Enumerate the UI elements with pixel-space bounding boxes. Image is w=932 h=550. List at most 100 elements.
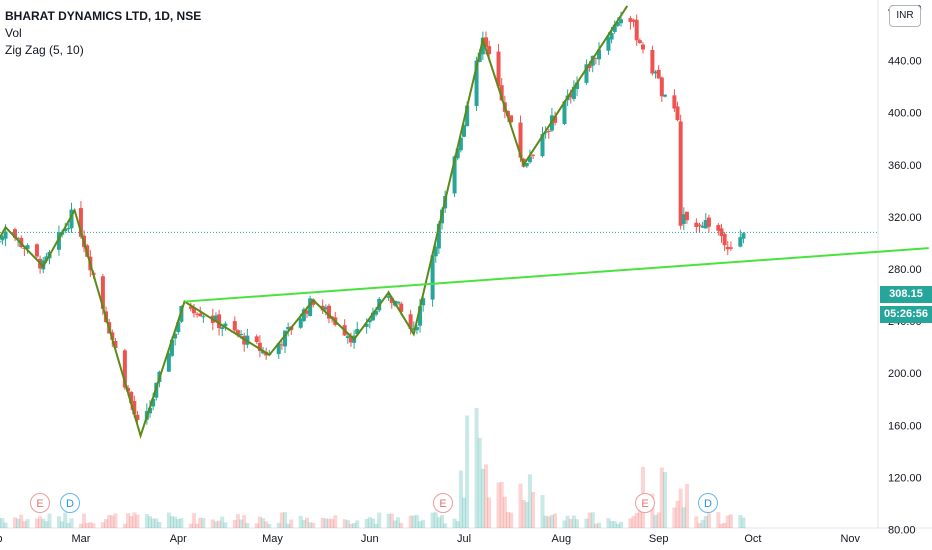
- volume-bar: [590, 512, 595, 528]
- volume-bar: [195, 523, 200, 528]
- volume-bar: [257, 516, 262, 528]
- candle-body: [518, 122, 523, 158]
- volume-bar: [201, 518, 206, 528]
- candle-body: [414, 327, 419, 331]
- volume-bar: [370, 518, 375, 528]
- volume-bar: [725, 515, 730, 528]
- volume-bar: [678, 488, 683, 528]
- candle-body: [612, 24, 617, 32]
- candle-body: [364, 323, 369, 327]
- symbol-title[interactable]: BHARAT DYNAMICS LTD, 1D, NSE: [5, 9, 202, 23]
- volume-bar: [706, 513, 711, 528]
- candle-body: [25, 245, 30, 249]
- volume-bar: [694, 516, 699, 528]
- volume-bar: [509, 512, 514, 528]
- volume-bar: [443, 523, 448, 528]
- currency-button[interactable]: INR: [889, 5, 921, 27]
- volume-bar: [66, 522, 71, 528]
- candle-body: [239, 333, 244, 335]
- candle-body: [458, 137, 463, 151]
- countdown-badge: 05:26:56: [880, 306, 932, 323]
- volume-bar: [91, 523, 96, 528]
- y-tick-label: 120.00: [888, 472, 922, 484]
- volume-bar: [60, 521, 65, 528]
- y-tick-label: 440.00: [888, 56, 922, 68]
- volume-bar: [546, 516, 551, 528]
- volume-bar: [452, 518, 457, 528]
- candle-body: [195, 313, 200, 315]
- volume-bar: [499, 482, 504, 528]
- candle-body: [741, 233, 746, 239]
- candle-body: [235, 330, 240, 335]
- volume-bar: [521, 500, 526, 528]
- x-tick-label: Aug: [552, 533, 572, 545]
- volume-bar: [352, 522, 357, 528]
- volume-bar: [113, 513, 118, 528]
- volume-bar: [597, 522, 602, 528]
- y-tick-label: 200.00: [888, 368, 922, 380]
- volume-bar: [176, 518, 181, 528]
- candle-body: [188, 306, 193, 309]
- candle-body: [0, 236, 5, 241]
- volume-bar: [320, 517, 325, 528]
- candle-body: [487, 46, 492, 55]
- volume-bar: [681, 507, 686, 528]
- volume-bar: [308, 522, 313, 528]
- candle-body: [694, 222, 699, 228]
- volume-bar: [487, 497, 492, 528]
- candle-body: [173, 333, 178, 339]
- candle-body: [135, 414, 140, 420]
- volume-bar: [78, 523, 83, 528]
- candle-body: [609, 32, 614, 40]
- earnings-marker[interactable]: E: [433, 493, 453, 513]
- volume-bar: [571, 515, 576, 528]
- dividend-marker[interactable]: D: [698, 493, 718, 513]
- candle-body: [0, 241, 2, 243]
- x-tick-label: Jun: [361, 533, 379, 545]
- dividend-marker[interactable]: D: [60, 493, 80, 513]
- volume-bar: [584, 518, 589, 528]
- candle-body: [254, 336, 259, 342]
- volume-bar: [213, 521, 218, 528]
- zigzag-indicator-label[interactable]: Zig Zag (5, 10): [5, 43, 84, 57]
- candle-body: [100, 276, 105, 309]
- volume-bar: [289, 519, 294, 528]
- candle-body: [553, 116, 558, 123]
- volume-bar: [232, 519, 237, 528]
- y-tick-label: 400.00: [888, 108, 922, 120]
- candle-body: [637, 40, 642, 44]
- volume-bar: [129, 516, 134, 528]
- x-tick-label: Jul: [457, 533, 471, 545]
- earnings-marker[interactable]: E: [635, 493, 655, 513]
- volume-bar: [675, 500, 680, 528]
- volume-bar: [728, 514, 733, 528]
- candle-body: [634, 19, 639, 41]
- earnings-marker[interactable]: E: [30, 493, 50, 513]
- x-tick-label: Sep: [649, 533, 669, 545]
- volume-bar: [126, 513, 131, 528]
- volume-bar: [531, 491, 536, 528]
- volume-indicator-label[interactable]: Vol: [5, 26, 22, 40]
- volume-bar: [239, 519, 244, 528]
- volume-bar: [56, 516, 61, 528]
- candle-body: [198, 313, 203, 317]
- candle-body: [411, 328, 416, 331]
- candle-body: [298, 318, 303, 328]
- candle-body: [301, 309, 306, 322]
- candles-group: [0, 11, 746, 426]
- volume-bar: [132, 512, 137, 528]
- volume-bar: [323, 518, 328, 528]
- candle-body: [562, 101, 567, 124]
- volume-bar: [348, 523, 353, 528]
- volume-bar: [653, 515, 658, 528]
- volume-bar: [16, 518, 21, 528]
- volume-bar: [637, 507, 642, 528]
- volume-bar: [151, 518, 156, 528]
- volume-bar: [465, 415, 470, 528]
- candle-body: [433, 246, 438, 257]
- volume-bar: [502, 496, 507, 528]
- volume-bar: [684, 483, 689, 528]
- candle-body: [279, 344, 284, 346]
- volume-bar: [659, 467, 664, 528]
